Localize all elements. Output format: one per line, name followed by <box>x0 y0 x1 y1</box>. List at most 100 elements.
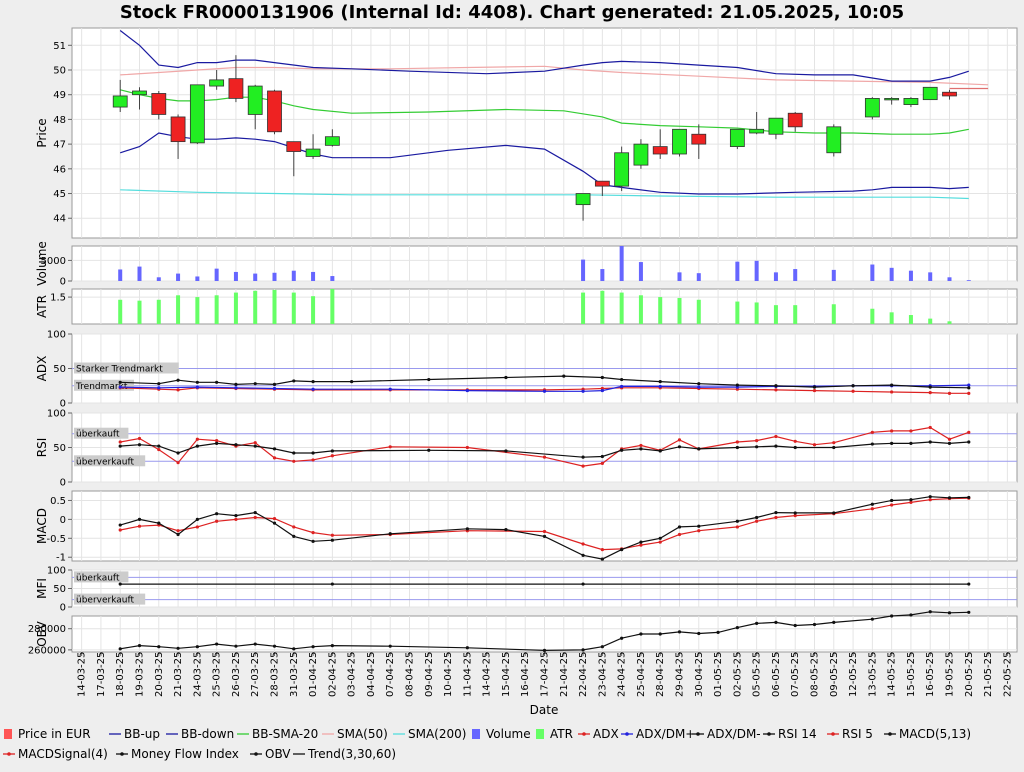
macd-line-point <box>620 548 624 552</box>
rsi5-line-point <box>812 443 817 447</box>
adx-ylabel: ADX <box>35 356 49 382</box>
legend-item: BB-SMA-20 <box>252 727 318 741</box>
volume-bar <box>773 272 778 281</box>
rsi-ytick-label: 0 <box>60 478 66 489</box>
x-tick-label: 14-04-25 <box>482 652 493 697</box>
atr-bar <box>831 304 836 324</box>
dm-plus-line-point <box>234 386 238 390</box>
rsi14-line <box>120 441 969 458</box>
macd-line-point <box>735 519 739 523</box>
mfi-line-point <box>581 582 585 586</box>
macd-line-point <box>890 498 894 503</box>
candle <box>170 116 186 143</box>
candle <box>884 98 900 101</box>
macd-signal-line-point <box>870 507 874 511</box>
dm-plus-line-point <box>697 385 701 389</box>
macd-line-point <box>137 517 142 521</box>
candle <box>267 90 282 133</box>
price-ytick-label: 47 <box>53 140 66 151</box>
x-tick-label: 24-04-25 <box>617 652 628 697</box>
candle <box>594 180 610 187</box>
macd-signal-line-point <box>195 525 199 529</box>
x-tick-label: 28-04-25 <box>655 652 666 697</box>
price-ytick-label: 49 <box>53 90 66 101</box>
atr-bar <box>195 297 200 324</box>
dm-plus-line-point <box>581 389 585 393</box>
legend-swatch-point <box>120 752 124 756</box>
obv-line-point <box>234 644 238 648</box>
dm-minus-line-point <box>562 374 566 378</box>
volume-bar <box>754 260 759 281</box>
dm-minus-line-point <box>967 386 971 390</box>
macd-signal-line-point <box>658 540 662 544</box>
obv-line-point <box>697 631 701 636</box>
legend-swatch-point <box>831 732 835 736</box>
price-ytick-label: 44 <box>53 214 66 225</box>
rsi5-line-point <box>639 443 643 448</box>
legend-item: Money Flow Index <box>131 747 239 761</box>
volume-bar <box>677 272 682 281</box>
macd-signal-line-point <box>581 542 585 546</box>
volume-ytick-label: 5000 <box>41 256 66 267</box>
macd-signal-line-point <box>928 498 932 502</box>
rsi-ytick-label: 50 <box>53 443 66 454</box>
volume-bar <box>831 269 836 281</box>
x-tick-label: 19-05-25 <box>945 652 956 697</box>
obv-line-point <box>658 632 662 636</box>
dm-minus-line-point <box>253 382 257 386</box>
macd-line-point <box>388 532 392 536</box>
legend-swatch-point <box>696 732 700 736</box>
dm-plus-line-point <box>658 384 662 389</box>
rsi14-line-point <box>195 444 199 448</box>
rsi5-line <box>120 426 970 467</box>
volume-bar <box>156 277 161 281</box>
mfi-ytick-label: 50 <box>53 584 66 595</box>
obv-line-point <box>465 646 469 650</box>
mfi-ylabel: MFI <box>35 578 49 599</box>
candle <box>575 193 591 206</box>
x-tick-label: 11-04-25 <box>462 652 473 697</box>
rsi14-line-point <box>234 443 238 447</box>
x-tick-label: 24-03-25 <box>192 652 203 697</box>
rsi14-line-point <box>311 451 315 455</box>
volume-ylabel: Volume <box>35 241 49 286</box>
macd-ytick-label: 0 <box>60 515 66 526</box>
rsi14-line-point <box>292 451 296 455</box>
price-ytick-label: 46 <box>53 164 66 175</box>
macd-signal-line-point <box>176 529 180 533</box>
adx-ytick-label: 0 <box>60 399 66 410</box>
obv-line-point <box>735 626 739 630</box>
dm-minus-line-point <box>504 375 508 380</box>
rsi5-line-point <box>388 445 392 449</box>
rsi5-line-point <box>118 440 122 444</box>
bb-up-line <box>119 30 969 82</box>
x-tick-label: 10-04-25 <box>443 652 454 697</box>
macd-line-point <box>157 521 161 525</box>
macd-line-point <box>542 534 547 539</box>
sma50-line <box>120 65 989 86</box>
candle <box>826 126 842 154</box>
x-tick-label: 21-03-25 <box>173 652 184 697</box>
rsi5-line-point <box>600 461 604 465</box>
obv-ylabel: OBV <box>35 620 49 646</box>
x-tick-label: 14-05-25 <box>887 652 898 697</box>
x-tick-label: 15-04-25 <box>501 652 512 697</box>
rsi14-line-point <box>677 445 682 449</box>
macd-line-point <box>967 495 971 500</box>
macd-signal-line-point <box>909 500 913 504</box>
legend-swatch <box>472 729 480 739</box>
atr-bar <box>677 297 682 324</box>
volume-bar <box>195 276 200 281</box>
macd-line-point <box>774 510 778 515</box>
x-tick-label: 06-05-25 <box>771 652 782 697</box>
candle <box>633 143 649 166</box>
candle <box>112 95 128 108</box>
x-tick-label: 05-05-25 <box>752 652 763 697</box>
dm-minus-line-point <box>311 380 315 384</box>
atr-bar <box>947 321 952 324</box>
adx-line-point <box>947 391 952 395</box>
adx-zone-label-bg <box>74 362 179 374</box>
atr-bar <box>793 305 798 324</box>
